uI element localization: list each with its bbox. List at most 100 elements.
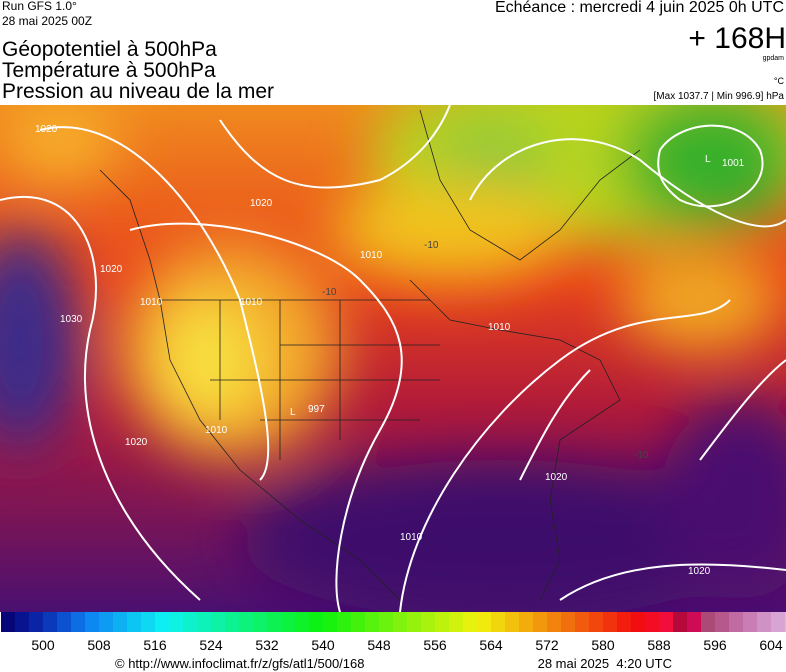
coastlines (99, 109, 641, 601)
colorbar-swatch (323, 612, 338, 632)
colorbar-swatch (225, 612, 240, 632)
colorbar-swatch (351, 612, 366, 632)
map-label: 1030 (60, 314, 83, 325)
colorbar-swatch (15, 612, 30, 632)
colorbar-swatch (589, 612, 604, 632)
forecast: + 168H (688, 22, 786, 55)
colorbar-swatch (771, 612, 786, 632)
colorbar-swatch (57, 612, 72, 632)
map-label: L (705, 154, 711, 165)
map-label: -10 (424, 240, 439, 251)
colorbar-swatch (463, 612, 478, 632)
colorbar-swatch (85, 612, 100, 632)
colorbar-swatch (533, 612, 548, 632)
map-label: 1020 (125, 437, 148, 448)
colorbar-label: 572 (535, 637, 559, 653)
colorbar-swatch (239, 612, 254, 632)
colorbar-swatch (183, 612, 198, 632)
pressure-range: [Max 1037.7 | Min 996.9] hPa (654, 91, 785, 102)
colorbar-swatch (309, 612, 324, 632)
colorbar-swatch (211, 612, 226, 632)
map-label: -10 (322, 287, 337, 298)
footer-time: 28 mai 2025 4:20 UTC (538, 656, 672, 671)
colorbar-label: 540 (311, 637, 335, 653)
colorbar-label: 516 (143, 637, 167, 653)
colorbar-swatch (449, 612, 464, 632)
colorbar-swatch (603, 612, 618, 632)
colorbar-swatch (645, 612, 660, 632)
colorbar-swatch (295, 612, 310, 632)
colorbar-swatch (547, 612, 562, 632)
map-label: 1020 (35, 124, 58, 135)
colorbar-swatch (743, 612, 758, 632)
map-label: 997 (308, 404, 325, 415)
colorbar-label: 548 (367, 637, 391, 653)
colorbar-swatch (659, 612, 674, 632)
colorbar-swatch (113, 612, 128, 632)
run-label: Run GFS 1.0° (2, 0, 77, 13)
title: Température à 500hPa (2, 59, 216, 82)
colorbar-swatch (631, 612, 646, 632)
colorbar-swatch (169, 612, 184, 632)
footer-source: © http://www.infoclimat.fr/z/gfs/atl1/50… (115, 656, 364, 671)
echeance: Echéance : mercredi 4 juin 2025 0h UTC (495, 0, 784, 16)
colorbar-swatch (99, 612, 114, 632)
colorbar-swatch (421, 612, 436, 632)
map-label: 1020 (250, 198, 273, 209)
colorbar-label: 564 (479, 637, 503, 653)
title: Pression au niveau de la mer (2, 80, 274, 103)
map-label: 1010 (205, 425, 228, 436)
map-label: 1001 (722, 158, 745, 169)
colorbar-swatch (477, 612, 492, 632)
unit-geo: gpdam (763, 55, 785, 62)
map-label: 1020 (100, 264, 123, 275)
map: 1020 1020 1020 1030 1010 1010 1010 1010 1010 L 100… (0, 105, 786, 612)
colorbar-label: 556 (423, 637, 447, 653)
colorbar-swatch (43, 612, 58, 632)
colorbar-label: 604 (759, 637, 783, 653)
colorbar-swatch (379, 612, 394, 632)
colorbar-swatch (155, 612, 170, 632)
map-label: 1010 (488, 322, 511, 333)
colorbar-label: 532 (255, 637, 279, 653)
colorbar-swatch (365, 612, 380, 632)
colorbar-swatch (687, 612, 702, 632)
colorbar-swatch (701, 612, 716, 632)
isobars (0, 105, 786, 612)
colorbar-label: 524 (199, 637, 223, 653)
map-label: L (290, 407, 296, 418)
colorbar-swatch (197, 612, 212, 632)
colorbar-swatch (407, 612, 422, 632)
colorbar-swatch (729, 612, 744, 632)
colorbar-swatch (141, 612, 156, 632)
colorbar-swatch (561, 612, 576, 632)
colorbar-swatch (253, 612, 268, 632)
colorbar-label: 508 (87, 637, 111, 653)
colorbar-swatch (337, 612, 352, 632)
colorbar-swatch (29, 612, 44, 632)
colorbar-swatch (757, 612, 772, 632)
colorbar-swatch (715, 612, 730, 632)
colorbar-swatch (281, 612, 296, 632)
map-label: 1020 (688, 566, 711, 577)
colorbar-swatch (673, 612, 688, 632)
map-label: -10 (634, 450, 649, 461)
colorbar-swatch (575, 612, 590, 632)
colorbar-swatch (127, 612, 142, 632)
map-label: 1010 (240, 297, 263, 308)
map-label: 1010 (360, 250, 383, 261)
title: Géopotentiel à 500hPa (2, 38, 217, 61)
unit-temp: °C (774, 76, 785, 86)
colorbar-swatch (435, 612, 450, 632)
colorbar-swatch (491, 612, 506, 632)
colorbar-swatch (519, 612, 534, 632)
colorbar-swatch (505, 612, 520, 632)
colorbar-swatch (71, 612, 86, 632)
colorbar-swatch (393, 612, 408, 632)
run-date: 28 mai 2025 00Z (2, 14, 92, 28)
colorbar-swatch (267, 612, 282, 632)
colorbar-label: 580 (591, 637, 615, 653)
colorbar-label: 500 (31, 637, 55, 653)
colorbar-swatch (617, 612, 632, 632)
